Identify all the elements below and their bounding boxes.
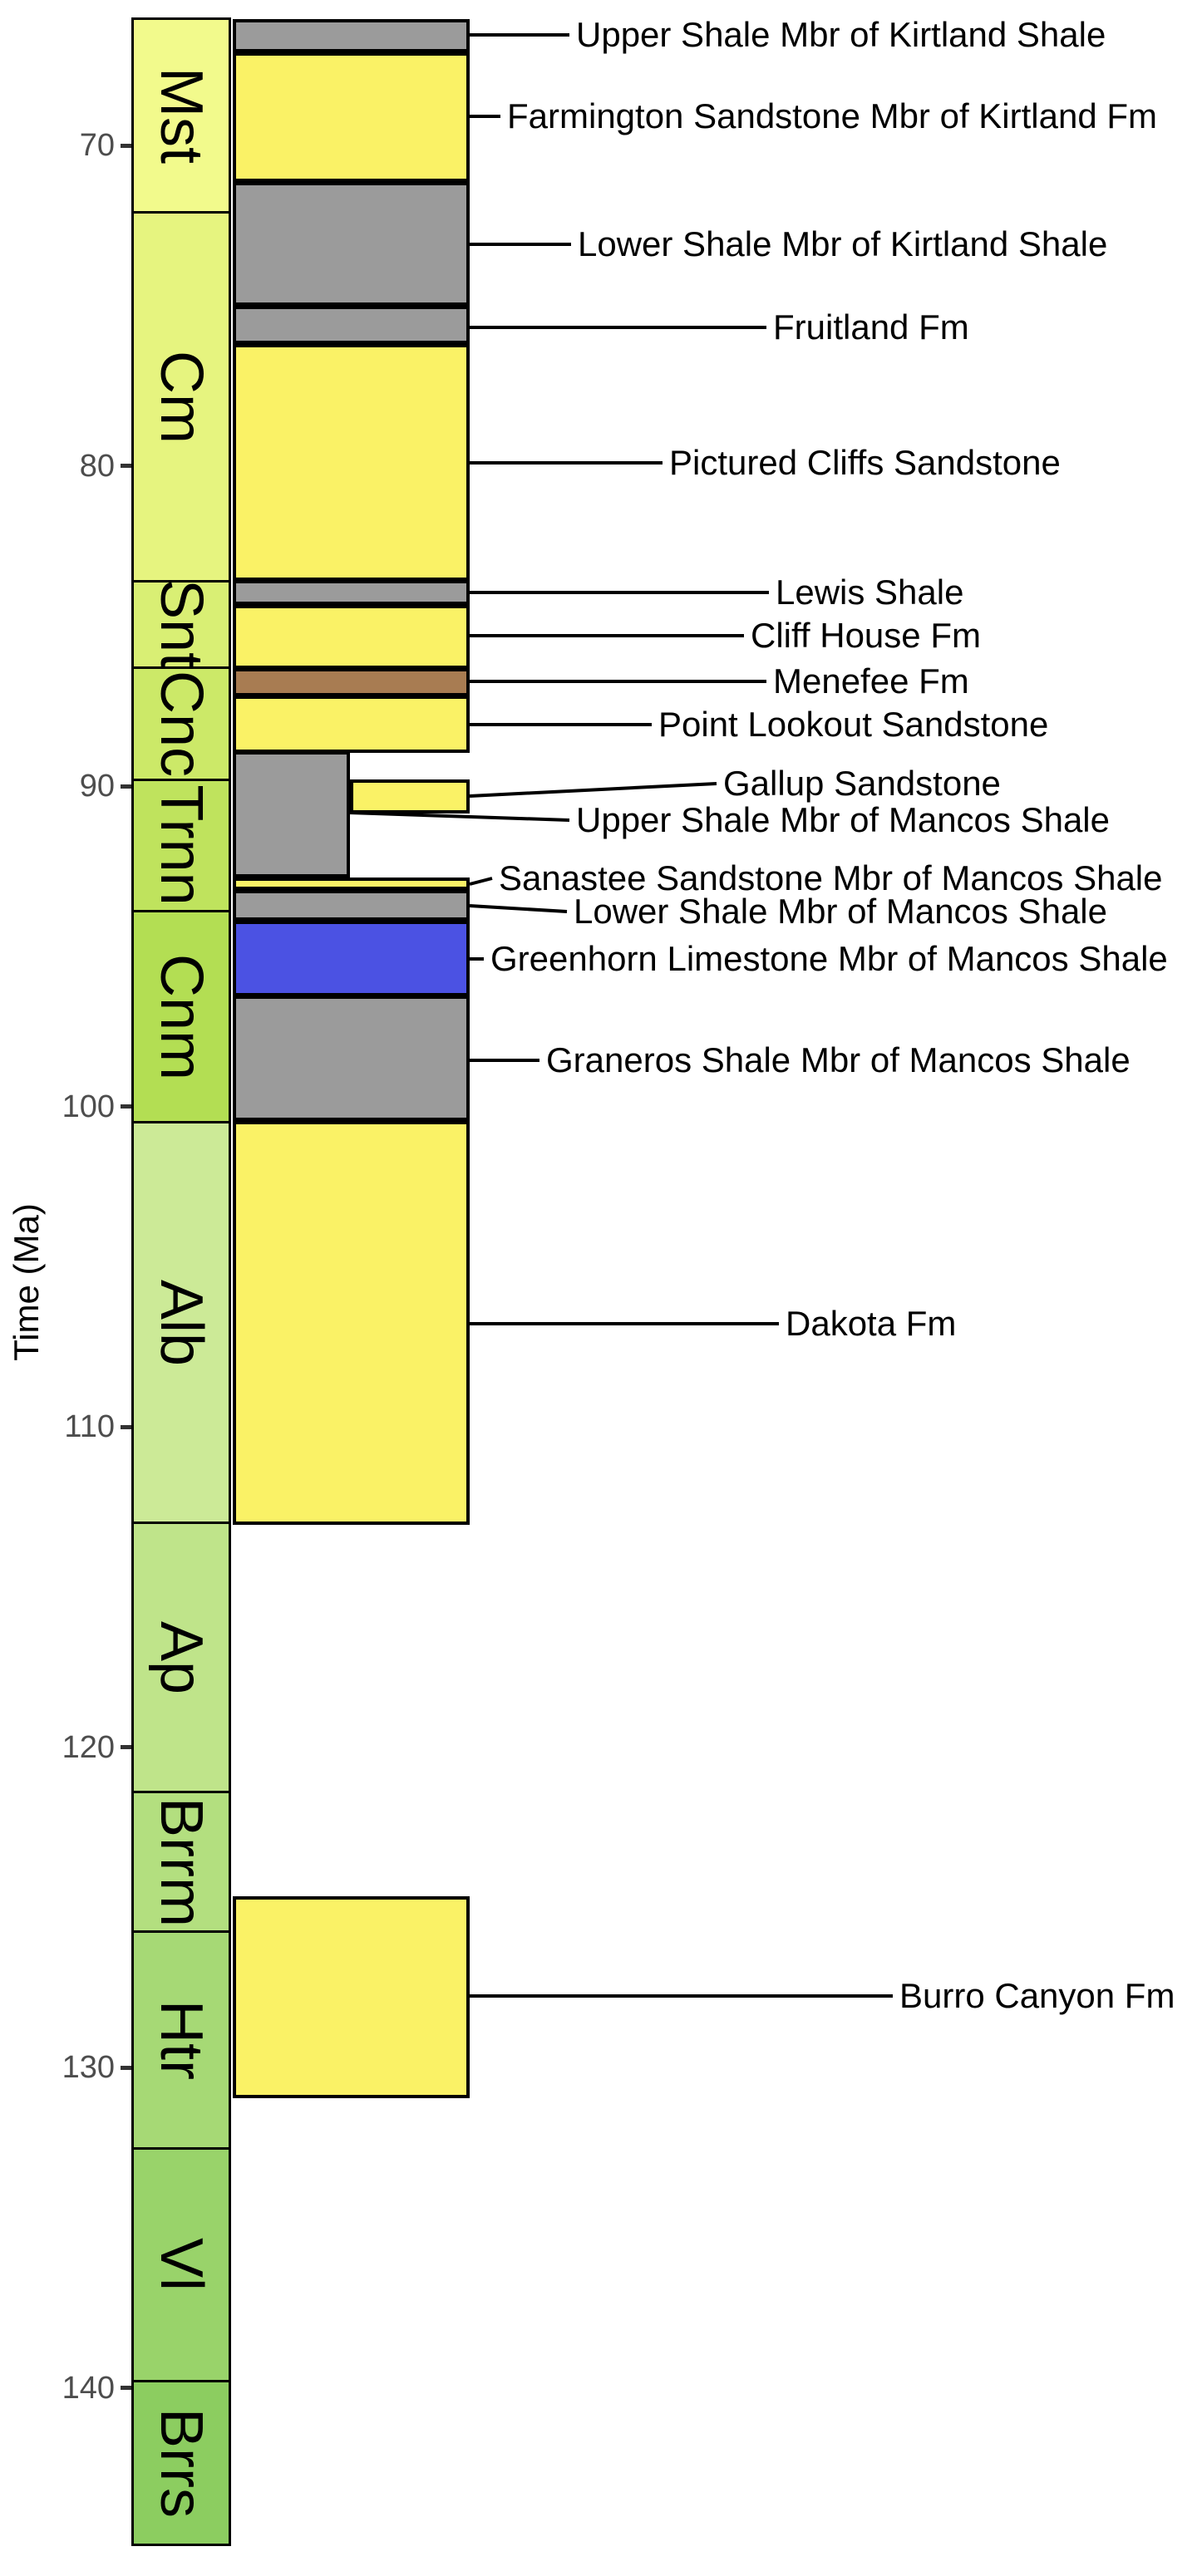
formation-block-farmington-sandstone [233, 52, 470, 183]
y-tick-mark-110 [121, 1424, 131, 1429]
formation-block-greenhorn-limestone [233, 920, 470, 996]
y-tick-mark-70 [121, 143, 131, 148]
formation-block-lower-shale-kirtland [233, 182, 470, 306]
formation-block-burro-canyon-fm [233, 1895, 470, 2098]
formation-block-point-lookout-sandstone [233, 695, 470, 753]
formation-label-upper-shale-mancos: Upper Shale Mbr of Mancos Shale [576, 800, 1110, 839]
formation-label-sanastee-sandstone: Sanastee Sandstone Mbr of Mancos Shale [499, 858, 1163, 897]
callout-line-gallup-sandstone [469, 782, 717, 798]
stage-block-Trnn [131, 778, 231, 912]
formation-label-burro-canyon-fm: Burro Canyon Fm [899, 1976, 1175, 2015]
y-tick-label-100: 100 [62, 1089, 115, 1124]
y-tick-mark-100 [121, 1104, 131, 1109]
formation-label-cliff-house-fm: Cliff House Fm [751, 616, 981, 655]
callout-line-sanastee-sandstone [469, 877, 493, 886]
stage-block-Cm [131, 211, 231, 583]
stage-block-Brrs [131, 2379, 231, 2546]
stage-block-Brrm [131, 1790, 231, 1934]
stage-block-Htr [131, 1930, 231, 2150]
formation-label-pictured-cliffs-sandstone: Pictured Cliffs Sandstone [669, 443, 1061, 482]
y-tick-label-80: 80 [79, 448, 115, 484]
y-tick-mark-130 [121, 2065, 131, 2070]
stage-block-Ap [131, 1522, 231, 1793]
formation-block-gallup-sandstone [350, 779, 470, 814]
y-tick-label-110: 110 [64, 1409, 115, 1444]
formation-label-gallup-sandstone: Gallup Sandstone [723, 764, 1001, 803]
formation-label-lower-shale-mancos: Lower Shale Mbr of Mancos Shale [574, 892, 1107, 931]
formation-block-upper-shale-mancos [233, 750, 350, 878]
callout-line-upper-shale-mancos [349, 811, 570, 822]
formation-block-menefee-fm [233, 668, 470, 697]
formation-label-dakota-fm: Dakota Fm [786, 1304, 957, 1343]
y-tick-label-120: 120 [62, 1729, 115, 1765]
formation-label-lower-shale-kirtland: Lower Shale Mbr of Kirtland Shale [578, 224, 1108, 263]
formation-block-pictured-cliffs-sandstone [233, 343, 470, 582]
formation-label-lewis-shale: Lewis Shale [776, 573, 964, 612]
formation-block-cliff-house-fm [233, 605, 470, 670]
y-tick-mark-140 [121, 2386, 131, 2390]
formation-block-graneros-shale [233, 995, 470, 1121]
y-tick-mark-80 [121, 464, 131, 468]
formation-block-dakota-fm [233, 1120, 470, 1525]
formation-label-graneros-shale: Graneros Shale Mbr of Mancos Shale [546, 1040, 1131, 1079]
formation-block-lewis-shale [233, 580, 470, 606]
y-tick-label-70: 70 [79, 128, 115, 163]
y-tick-mark-90 [121, 784, 131, 789]
formation-block-sanastee-sandstone [233, 877, 470, 891]
y-tick-label-140: 140 [62, 2370, 115, 2406]
stage-block-Alb [131, 1121, 231, 1525]
formation-label-farmington-sandstone: Farmington Sandstone Mbr of Kirtland Fm [507, 96, 1158, 135]
formation-block-fruitland-fm [233, 305, 470, 345]
callout-line-lower-shale-mancos [469, 904, 568, 913]
stage-block-Vl [131, 2146, 231, 2382]
y-tick-label-90: 90 [79, 769, 115, 804]
formation-label-greenhorn-limestone: Greenhorn Limestone Mbr of Mancos Shale [490, 939, 1168, 978]
formation-label-menefee-fm: Menefee Fm [773, 661, 969, 701]
formation-label-point-lookout-sandstone: Point Lookout Sandstone [658, 705, 1049, 744]
stage-block-Cnc [131, 666, 231, 781]
formation-block-lower-shale-mancos [233, 890, 470, 921]
formation-block-upper-shale-kirtland [233, 18, 470, 53]
formation-label-upper-shale-kirtland: Upper Shale Mbr of Kirtland Shale [576, 15, 1106, 54]
y-tick-mark-120 [121, 1745, 131, 1749]
y-tick-label-130: 130 [62, 2050, 115, 2085]
formation-label-fruitland-fm: Fruitland Fm [773, 307, 969, 347]
